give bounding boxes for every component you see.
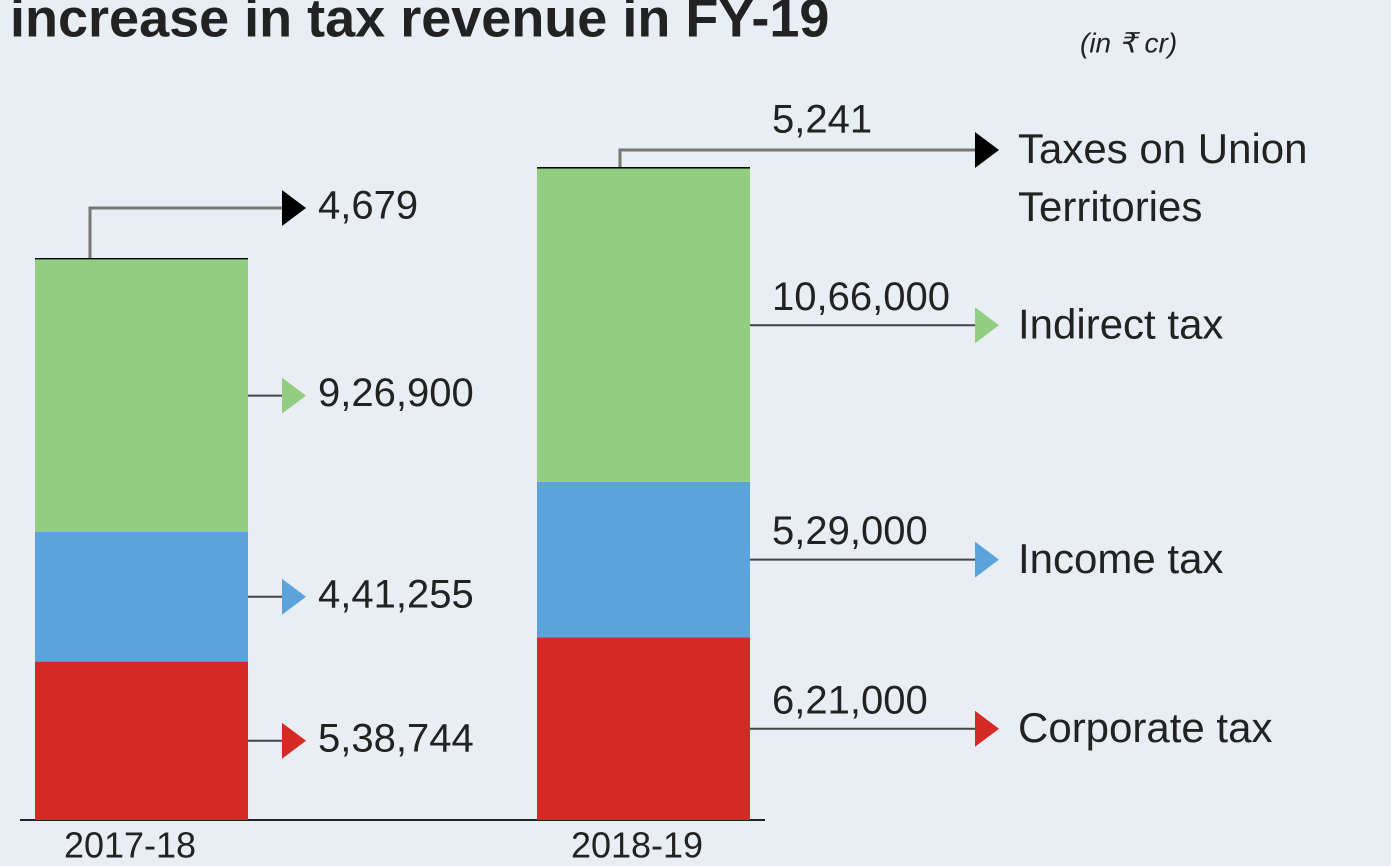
value-label: 4,679 <box>318 184 418 228</box>
leader-line <box>618 148 975 167</box>
value-label: 6,21,000 <box>772 678 928 722</box>
x-tick-label: 2018-19 <box>571 825 703 866</box>
value-label: 5,241 <box>772 98 872 142</box>
value-label: 5,29,000 <box>772 509 928 553</box>
arrow <box>975 307 999 344</box>
bar-segment <box>537 167 750 169</box>
arrow <box>975 541 999 578</box>
bar-segment <box>35 258 248 260</box>
arrow <box>282 722 306 759</box>
leader-line <box>88 206 282 259</box>
chart-title: increase in tax revenue in FY-19 <box>10 0 829 48</box>
bar-segment <box>35 259 248 532</box>
arrow <box>975 710 999 747</box>
legend-label: Taxes on Union Territories <box>1018 125 1308 230</box>
value-label: 5,38,744 <box>318 716 474 760</box>
legend-label: Indirect tax <box>1018 300 1223 347</box>
x-tick-label: 2017-18 <box>64 825 196 866</box>
legend-label: Income tax <box>1018 535 1223 582</box>
bar-segment <box>537 481 750 638</box>
value-label: 10,66,000 <box>772 275 950 319</box>
bar-segment <box>537 168 750 482</box>
arrow <box>282 377 306 414</box>
bar-segment <box>537 637 750 820</box>
bar-segment <box>35 531 248 662</box>
bar-segment <box>35 661 248 820</box>
chart-subtitle: (in ₹ cr) <box>1080 27 1177 58</box>
legend-label-box: Taxes on Union Territories <box>1018 125 1308 230</box>
value-label: 4,41,255 <box>318 572 474 616</box>
arrow <box>975 132 999 168</box>
arrow <box>282 190 306 227</box>
legend-label: Corporate tax <box>1018 704 1272 751</box>
value-label: 9,26,900 <box>318 371 474 415</box>
arrow <box>282 578 306 615</box>
